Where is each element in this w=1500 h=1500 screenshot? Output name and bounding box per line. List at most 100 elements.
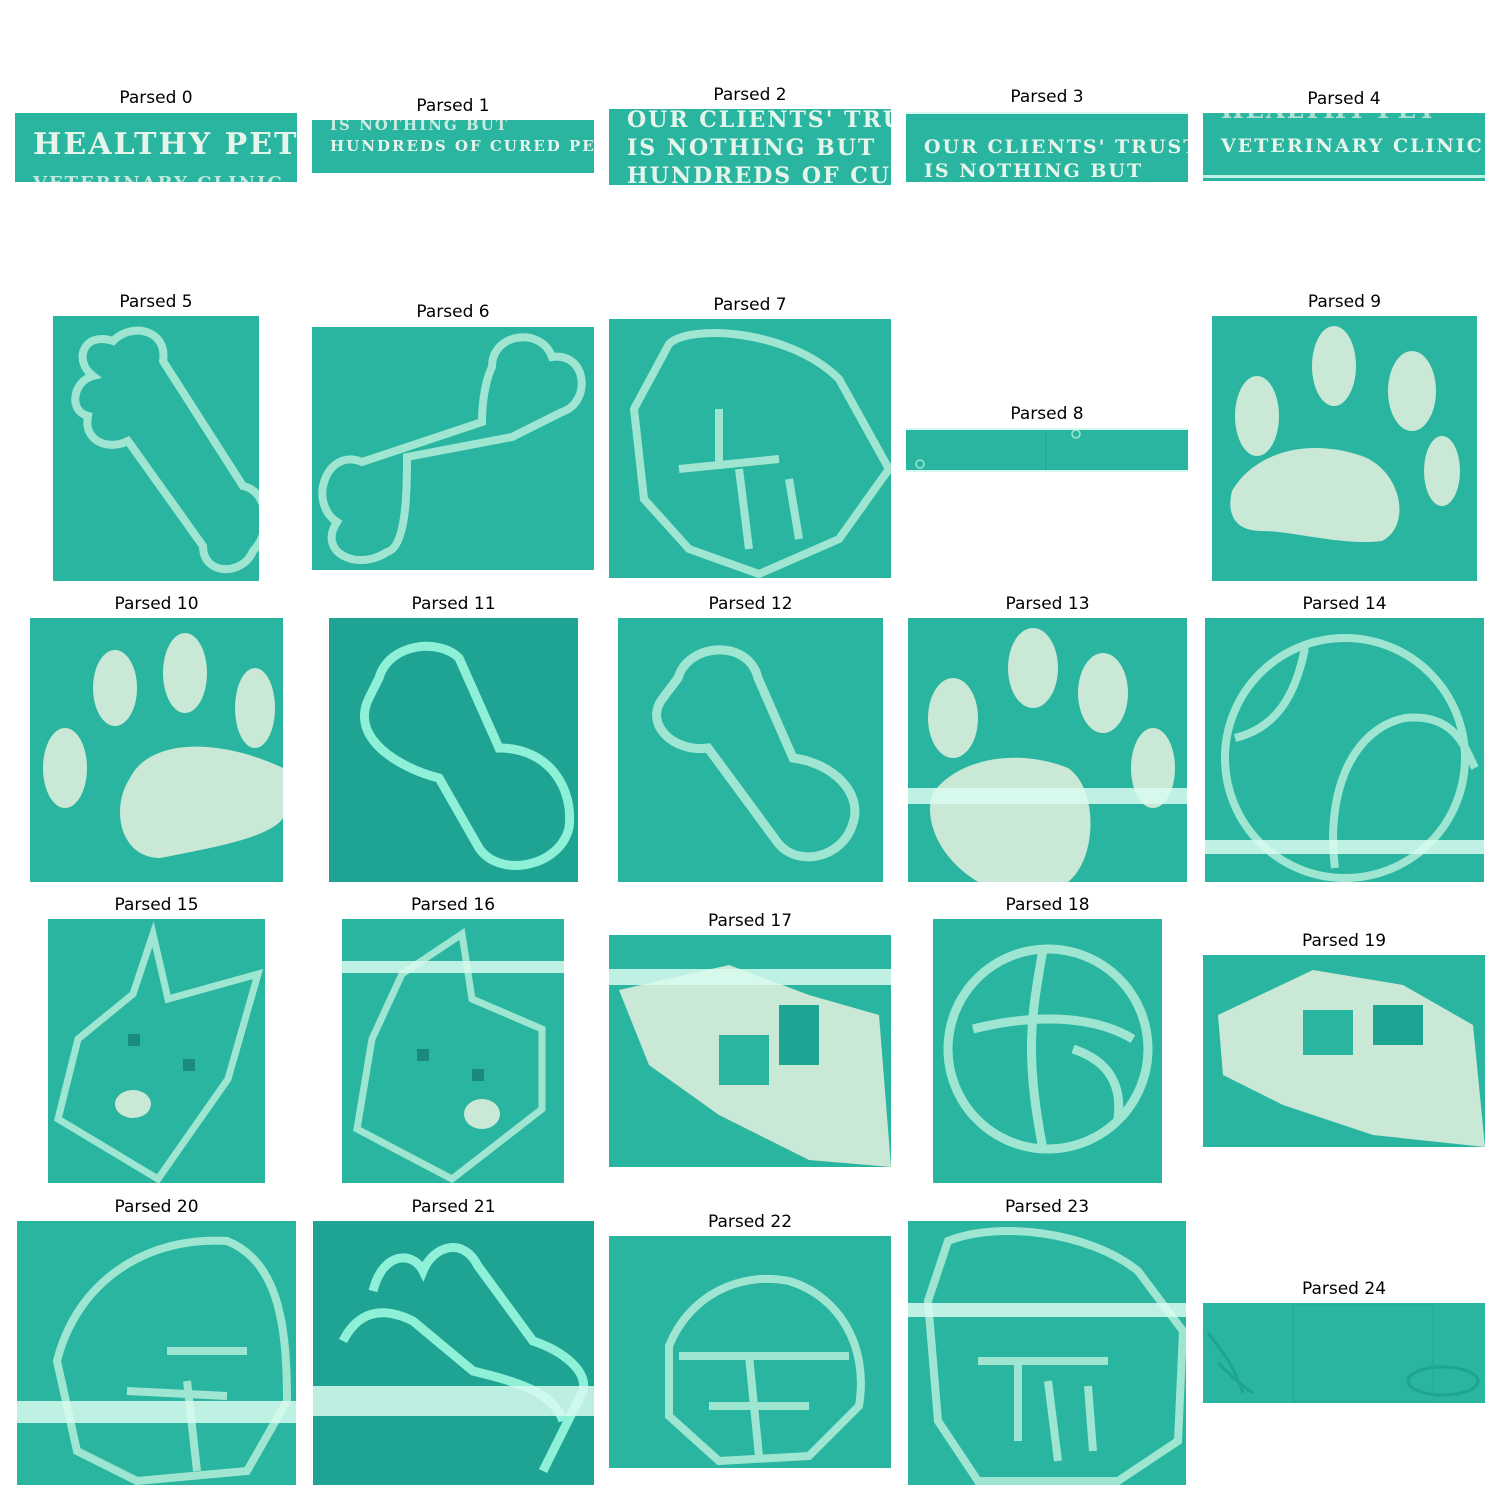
crop-image [30, 618, 283, 882]
crop-band [17, 1401, 296, 1423]
crop-image [1203, 1303, 1485, 1403]
crop-image [1203, 955, 1485, 1147]
crop-caption: Parsed 21 [411, 1197, 496, 1217]
crop-cell-10: Parsed 10 [30, 591, 283, 883]
crop-image [53, 316, 259, 581]
crop-text: IS NOTHING BUT [330, 120, 509, 134]
crop-cell-12: Parsed 12 [618, 591, 883, 883]
crop-text: HUNDREDS OF CUF [627, 163, 891, 185]
crop-image [329, 618, 578, 882]
crop-caption: Parsed 7 [713, 295, 787, 315]
crop-cell-9: Parsed 9 [1212, 289, 1477, 581]
bone-icon [359, 641, 575, 870]
crop-caption: Parsed 13 [1005, 594, 1090, 614]
crop-image [618, 618, 883, 882]
crop-image: HEALTHY PET VETERINARY CLINIC [15, 113, 297, 182]
crop-cell-19: Parsed 19 [1203, 928, 1485, 1150]
crop-text: HEALTHY PET [33, 127, 297, 162]
paw-icon [1230, 326, 1460, 543]
crop-image: IS NOTHING BUT HUNDREDS OF CURED PETS. [312, 120, 594, 173]
crop-cell-2: Parsed 2 OUR CLIENTS' TRUS IS NOTHING BU… [609, 82, 891, 187]
crop-cell-22: Parsed 22 [609, 1209, 891, 1471]
crop-image [1212, 316, 1477, 581]
crop-cell-1: Parsed 1 IS NOTHING BUT HUNDREDS OF CURE… [312, 93, 594, 183]
crop-cell-6: Parsed 6 [312, 299, 594, 571]
crop-caption: Parsed 5 [119, 292, 193, 312]
crop-cell-15: Parsed 15 [48, 892, 265, 1184]
paw-icon [43, 633, 283, 858]
paw-icon [1218, 970, 1485, 1147]
paw-icon [619, 965, 891, 1167]
crop-band [908, 1303, 1186, 1317]
ball-icon [943, 944, 1153, 1154]
crop-cell-24: Parsed 24 [1203, 1276, 1485, 1406]
crop-caption: Parsed 19 [1301, 931, 1387, 951]
bone-icon [318, 333, 586, 565]
crop-image [1205, 618, 1484, 882]
crop-image [933, 919, 1162, 1183]
crop-cell-23: Parsed 23 [908, 1194, 1186, 1486]
pattern-strip [1206, 1304, 1480, 1402]
crop-band [1205, 840, 1484, 854]
crop-band [313, 1386, 594, 1416]
crop-caption: Parsed 10 [114, 594, 199, 614]
crop-cell-11: Parsed 11 [329, 591, 578, 883]
bone-icon [652, 645, 860, 862]
bone-icon [71, 326, 259, 574]
crop-text: OUR CLIENTS' TRUST [924, 136, 1188, 158]
crop-image [609, 1236, 891, 1468]
crop-text: OUR CLIENTS' TRUS [627, 109, 891, 133]
crop-cell-18: Parsed 18 [933, 892, 1162, 1184]
dog-face-icon [353, 928, 546, 1183]
crop-caption: Parsed 22 [707, 1212, 793, 1232]
dog-face-icon [53, 921, 264, 1183]
cat-face-icon [629, 329, 891, 578]
crop-caption: Parsed 8 [1010, 404, 1084, 424]
crop-caption: Parsed 14 [1302, 594, 1387, 614]
crop-image: OUR CLIENTS' TRUST IS NOTHING BUT [906, 112, 1188, 182]
cat-face-icon [665, 1274, 865, 1466]
crop-caption: Parsed 16 [410, 895, 496, 915]
crop-caption: Parsed 17 [707, 911, 793, 931]
crop-caption: Parsed 24 [1301, 1279, 1387, 1299]
crop-image [908, 618, 1187, 882]
crop-caption: Parsed 3 [1010, 87, 1084, 107]
crop-cell-3: Parsed 3 OUR CLIENTS' TRUST IS NOTHING B… [906, 84, 1188, 184]
crop-caption: Parsed 1 [416, 96, 490, 116]
crop-cell-21: Parsed 21 [313, 1194, 594, 1486]
pattern-strip [915, 430, 1081, 470]
crop-caption: Parsed 9 [1307, 292, 1382, 312]
crop-cell-20: Parsed 20 [17, 1194, 296, 1486]
crop-caption: Parsed 11 [411, 594, 496, 614]
cat-face-icon [52, 1236, 292, 1485]
crop-cell-14: Parsed 14 [1205, 591, 1484, 883]
crop-cell-8: Parsed 8 [906, 401, 1188, 472]
crop-cell-16: Parsed 16 [342, 892, 564, 1184]
crop-image [48, 919, 265, 1183]
crop-image [312, 327, 594, 570]
paw-icon [928, 628, 1175, 882]
crop-image [609, 935, 891, 1167]
crop-text: IS NOTHING BUT [924, 160, 1144, 182]
crop-text: HEALTHY PET [1221, 113, 1438, 124]
crop-text: HUNDREDS OF CURED PETS. [330, 137, 594, 155]
crop-image: OUR CLIENTS' TRUS IS NOTHING BUT HUNDRED… [609, 109, 891, 185]
crop-image [609, 319, 891, 578]
crop-image [908, 1221, 1186, 1485]
crop-text: VETERINARY CLINIC [33, 173, 284, 182]
crop-image [313, 1221, 594, 1485]
crop-cell-7: Parsed 7 [609, 292, 891, 580]
crop-image [342, 919, 564, 1183]
ball-icon [1221, 634, 1479, 882]
cat-face-icon [923, 1227, 1186, 1485]
crop-caption: Parsed 4 [1307, 89, 1381, 109]
crop-image: HEALTHY PET VETERINARY CLINIC [1203, 113, 1485, 181]
crop-caption: Parsed 20 [114, 1197, 199, 1217]
crop-band [1203, 175, 1485, 178]
bone-icon [338, 1243, 589, 1474]
crop-caption: Parsed 23 [1004, 1197, 1090, 1217]
crop-cell-0: Parsed 0 HEALTHY PET VETERINARY CLINIC [15, 85, 297, 185]
crop-caption: Parsed 0 [119, 88, 193, 108]
crop-image [17, 1221, 296, 1485]
